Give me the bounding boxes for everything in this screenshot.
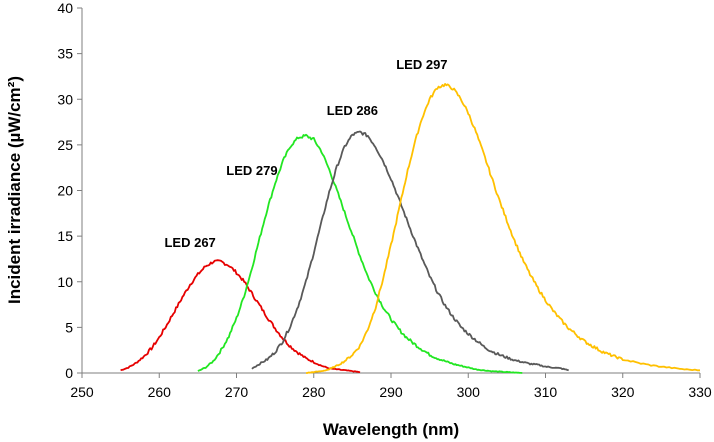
y-tick-label: 40: [57, 0, 73, 16]
x-tick-label: 320: [611, 384, 635, 400]
series-line-3: [306, 83, 700, 374]
series-line-2: [251, 130, 569, 372]
series-label: LED 297: [396, 57, 447, 72]
series-line-1: [197, 133, 523, 374]
y-tick-label: 0: [65, 365, 73, 381]
y-tick-label: 25: [57, 137, 73, 153]
x-ticks: 250 260 270 280 290 300 310 320 330: [70, 373, 712, 400]
x-tick-label: 260: [148, 384, 172, 400]
y-tick-label: 30: [57, 91, 73, 107]
y-axis-title: Incident irradiance (µW/cm²): [5, 76, 24, 304]
y-tick-label: 20: [57, 183, 73, 199]
y-ticks: 0 5 10 15 20 25 30 35 40: [57, 0, 82, 381]
series-labels: LED 267 LED 279 LED 286 LED 297: [164, 57, 447, 250]
series-label: LED 267: [164, 235, 215, 250]
y-tick-label: 5: [65, 319, 73, 335]
y-tick-label: 10: [57, 274, 73, 290]
x-tick-label: 300: [457, 384, 481, 400]
x-axis-title: Wavelength (nm): [323, 420, 459, 439]
series-lines: [120, 83, 700, 374]
y-tick-label: 15: [57, 228, 73, 244]
series-label: LED 286: [327, 103, 378, 118]
y-tick-label: 35: [57, 46, 73, 62]
x-tick-label: 250: [70, 384, 94, 400]
x-tick-label: 270: [225, 384, 249, 400]
series-label: LED 279: [226, 163, 277, 178]
x-tick-label: 330: [688, 384, 712, 400]
x-tick-label: 290: [379, 384, 403, 400]
series-line-0: [120, 259, 361, 373]
x-tick-label: 280: [302, 384, 326, 400]
x-tick-label: 310: [534, 384, 558, 400]
